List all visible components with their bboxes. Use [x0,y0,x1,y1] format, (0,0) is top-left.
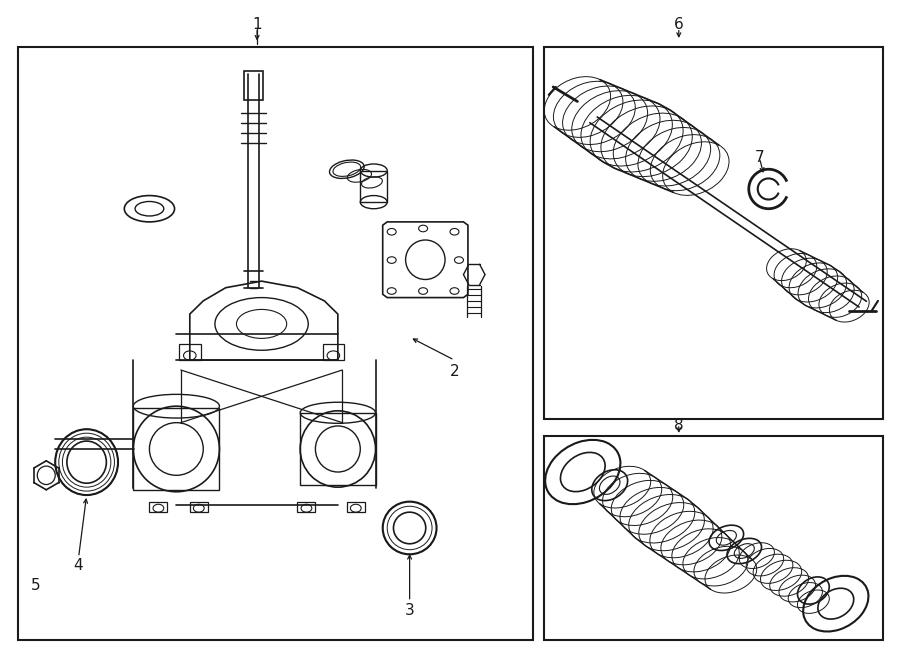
Bar [298,502,315,512]
Bar [544,436,884,640]
Text: 5: 5 [31,578,40,593]
Bar [360,171,387,202]
Bar [544,48,884,419]
Bar [17,48,534,640]
Text: 2: 2 [450,364,459,379]
Bar [179,344,201,360]
Bar [149,502,167,512]
Bar [346,502,364,512]
Bar [322,344,344,360]
Text: 4: 4 [73,558,83,573]
Text: 7: 7 [755,150,764,165]
Bar [301,412,375,485]
Bar [190,502,208,512]
Text: 6: 6 [674,17,684,32]
Bar [133,408,219,490]
Bar [244,71,264,100]
Text: 1: 1 [252,17,262,32]
Text: 3: 3 [405,603,415,618]
Text: 8: 8 [674,418,684,434]
